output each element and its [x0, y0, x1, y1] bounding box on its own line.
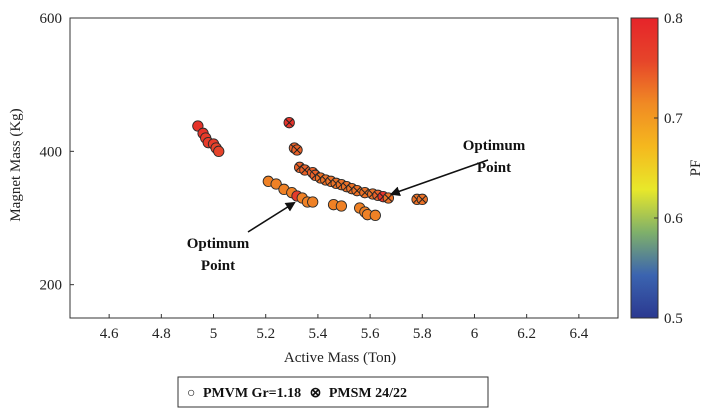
annotation-arrow — [247, 201, 296, 233]
annotation-line2: Point — [477, 160, 511, 176]
colorbar-tick-label: 0.5 — [664, 311, 683, 327]
plot-area — [69, 17, 619, 319]
colorbar-tick-label: 0.8 — [664, 11, 683, 27]
optimum-annotation: Optimum Point — [389, 138, 526, 197]
pmsm-point — [283, 117, 295, 129]
annotation-line1: Optimum — [463, 138, 526, 154]
x-axis: 4.6 4.8 5 5.2 5.4 5.6 5.8 6 6.2 6.4 — [100, 314, 589, 342]
y-axis: 200 400 600 — [40, 11, 74, 294]
x-tick-label: 6.2 — [517, 326, 536, 342]
pmsm-point — [416, 193, 428, 205]
x-tick-label: 6.4 — [569, 326, 588, 342]
x-tick-label: 5.4 — [309, 326, 328, 342]
y-tick-label: 600 — [40, 11, 63, 27]
colorbar-tick-label: 0.7 — [664, 111, 683, 127]
x-tick-label: 6 — [471, 326, 479, 342]
y-tick-label: 400 — [40, 144, 63, 160]
optimum-annotation: Optimum Point — [187, 201, 296, 274]
y-axis-title: Magnet Mass (Kg) — [8, 108, 24, 221]
pmvm-point — [213, 145, 225, 157]
legend-marker-pmsm: ⊗ — [310, 386, 322, 401]
pmsm-point — [291, 144, 303, 156]
x-tick-label: 5.6 — [361, 326, 380, 342]
colorbar-ticks: 0.5 0.6 0.7 0.8 — [654, 11, 683, 327]
legend-box — [177, 376, 489, 408]
annotation-arrow — [389, 159, 489, 197]
x-tick-label: 5 — [210, 326, 218, 342]
annotation-line1: Optimum — [187, 236, 250, 252]
legend-marker-pmvm: ○ — [187, 386, 195, 401]
pmvm-point — [369, 209, 381, 221]
y-tick-label: 200 — [40, 278, 63, 294]
legend: ○ PMVM Gr=1.18 ⊗ PMSM 24/22 — [177, 376, 489, 408]
annotations: Optimum Point Optimum Point — [187, 138, 526, 274]
x-axis-title: Active Mass (Ton) — [284, 350, 396, 366]
legend-entry-pmvm: PMVM Gr=1.18 — [203, 386, 301, 401]
legend-text: ○ PMVM Gr=1.18 ⊗ PMSM 24/22 — [187, 386, 407, 401]
legend-entry-pmsm: PMSM 24/22 — [329, 386, 407, 401]
x-tick-label: 5.8 — [413, 326, 432, 342]
pmvm-point — [270, 178, 282, 190]
colorbar-tick-label: 0.6 — [664, 211, 683, 227]
colorbar-title: PF — [688, 160, 704, 177]
pmvm-point — [335, 200, 348, 212]
annotation-line2: Point — [201, 258, 235, 274]
x-tick-label: 4.8 — [152, 326, 171, 342]
x-tick-label: 5.2 — [256, 326, 275, 342]
data-points — [192, 117, 428, 221]
colorbar — [630, 17, 659, 319]
x-tick-label: 4.6 — [100, 326, 119, 342]
pmvm-point — [307, 196, 319, 208]
